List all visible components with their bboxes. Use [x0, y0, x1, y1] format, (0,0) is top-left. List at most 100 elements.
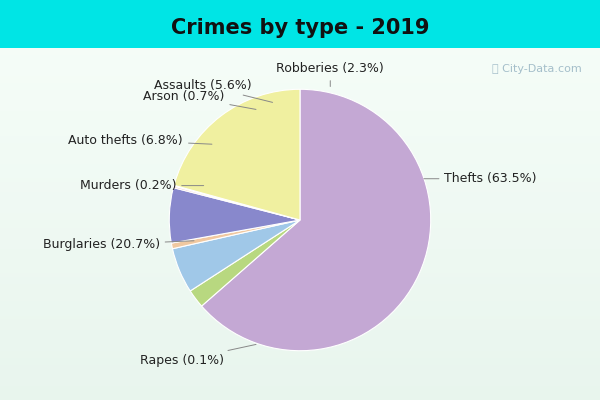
Bar: [0, 330, 600, 333]
Bar: [0, 83, 600, 87]
Bar: [0, 140, 600, 143]
Bar: [0, 143, 600, 146]
Text: ⓘ City-Data.com: ⓘ City-Data.com: [492, 64, 582, 74]
Bar: [0, 365, 600, 368]
Bar: [0, 175, 600, 178]
Bar: [0, 129, 600, 132]
Bar: [0, 203, 600, 206]
Bar: [0, 302, 600, 305]
Bar: [0, 220, 600, 224]
Bar: [0, 168, 600, 171]
Bar: [0, 157, 600, 161]
Bar: [0, 161, 600, 164]
Bar: [0, 76, 600, 80]
Bar: [0, 386, 600, 390]
Bar: [0, 252, 600, 256]
Wedge shape: [174, 89, 300, 220]
Bar: [0, 55, 600, 58]
Bar: [0, 58, 600, 62]
Bar: [0, 69, 600, 73]
Bar: [0, 322, 600, 326]
Bar: [0, 171, 600, 175]
Bar: [0, 375, 600, 379]
Wedge shape: [190, 220, 300, 306]
Bar: [0, 108, 600, 111]
Wedge shape: [173, 186, 300, 220]
Bar: [0, 231, 600, 234]
Bar: [0, 73, 600, 76]
Bar: [0, 284, 600, 287]
Bar: [0, 178, 600, 182]
Bar: [0, 94, 600, 97]
Bar: [0, 104, 600, 108]
Text: Crimes by type - 2019: Crimes by type - 2019: [171, 18, 429, 38]
Bar: [0, 48, 600, 52]
Bar: [0, 242, 600, 245]
Bar: [0, 249, 600, 252]
Bar: [0, 154, 600, 157]
Bar: [0, 368, 600, 372]
Bar: [0, 87, 600, 90]
Bar: [0, 280, 600, 284]
Bar: [0, 90, 600, 94]
Text: Robberies (2.3%): Robberies (2.3%): [277, 62, 384, 86]
Wedge shape: [174, 185, 300, 220]
Bar: [0, 312, 600, 316]
Bar: [0, 146, 600, 150]
Text: Murders (0.2%): Murders (0.2%): [80, 179, 203, 192]
Bar: [0, 266, 600, 270]
Bar: [0, 126, 600, 129]
Bar: [0, 372, 600, 375]
Bar: [0, 393, 600, 396]
Bar: [0, 340, 600, 344]
Bar: [0, 256, 600, 259]
Bar: [0, 164, 600, 168]
Text: Assaults (5.6%): Assaults (5.6%): [154, 79, 272, 102]
Bar: [0, 294, 600, 298]
Bar: [0, 206, 600, 210]
Bar: [0, 210, 600, 214]
Bar: [0, 305, 600, 308]
Bar: [0, 382, 600, 386]
Bar: [0, 52, 600, 55]
Bar: [0, 361, 600, 365]
Bar: [0, 358, 600, 361]
Bar: [0, 396, 600, 400]
Bar: [0, 259, 600, 263]
Bar: [0, 224, 600, 228]
Wedge shape: [202, 89, 431, 351]
Bar: [0, 308, 600, 312]
Bar: [0, 347, 600, 351]
Bar: [0, 185, 600, 189]
Text: Thefts (63.5%): Thefts (63.5%): [424, 172, 537, 185]
Bar: [0, 217, 600, 220]
Text: Auto thefts (6.8%): Auto thefts (6.8%): [68, 134, 212, 147]
Bar: [0, 291, 600, 294]
Text: Arson (0.7%): Arson (0.7%): [143, 90, 256, 110]
Bar: [0, 62, 600, 66]
Bar: [0, 287, 600, 291]
Bar: [0, 80, 600, 83]
Bar: [0, 263, 600, 266]
Text: Burglaries (20.7%): Burglaries (20.7%): [43, 238, 194, 251]
Bar: [0, 122, 600, 126]
Wedge shape: [169, 188, 300, 243]
Bar: [0, 111, 600, 115]
Bar: [0, 354, 600, 358]
Bar: [0, 333, 600, 337]
Text: Rapes (0.1%): Rapes (0.1%): [140, 344, 256, 367]
Bar: [0, 118, 600, 122]
Bar: [0, 115, 600, 118]
Bar: [0, 245, 600, 249]
Bar: [0, 189, 600, 192]
Bar: [0, 150, 600, 154]
Bar: [0, 351, 600, 354]
Bar: [0, 228, 600, 231]
Bar: [0, 344, 600, 347]
Wedge shape: [172, 220, 300, 291]
Bar: [0, 136, 600, 140]
Bar: [0, 214, 600, 217]
Bar: [0, 326, 600, 330]
Bar: [0, 199, 600, 203]
Wedge shape: [172, 220, 300, 249]
